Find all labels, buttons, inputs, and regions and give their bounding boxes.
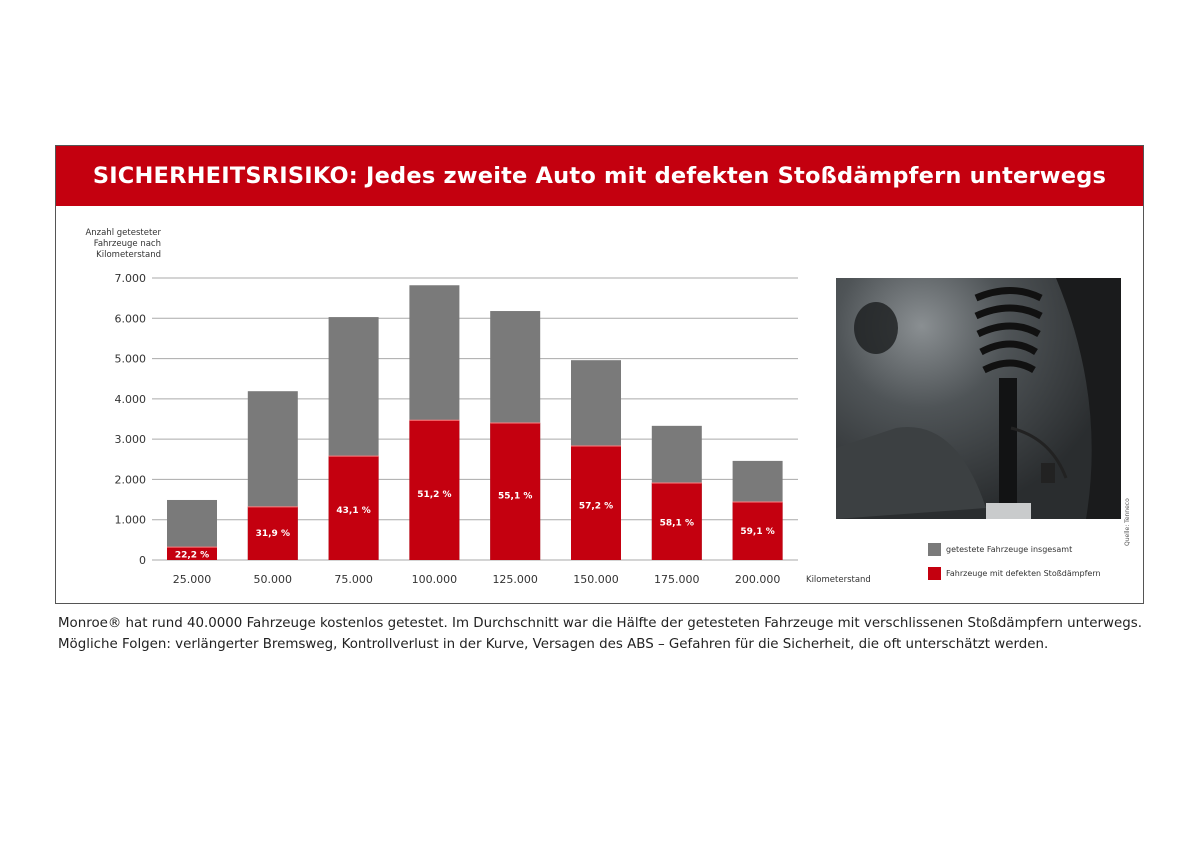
data-label: 59,1 %	[740, 527, 774, 537]
y-tick-label: 6.000	[115, 312, 147, 325]
bar-defect	[571, 445, 621, 560]
chart-title: SICHERHEITSRISIKO: Jedes zweite Auto mit…	[56, 146, 1143, 206]
data-label: 43,1 %	[336, 506, 370, 516]
y-tick-label: 2.000	[115, 473, 147, 486]
y-tick-label: 5.000	[115, 353, 147, 366]
y-tick-label: 1.000	[115, 514, 147, 527]
bar-chart: 0 1.000 2.000 3.000 4.000 5.000 6.000 7.000 22,2…	[115, 272, 871, 586]
legend-label: Fahrzeuge mit defekten Stoßdämpfern	[946, 569, 1101, 578]
bar-defect	[490, 423, 541, 560]
infographic-frame: SICHERHEITSRISIKO: Jedes zweite Auto mit…	[55, 145, 1144, 604]
bar-defect	[328, 456, 379, 560]
x-tick-label: 150.000	[573, 573, 619, 586]
x-axis-label: Kilometerstand	[806, 575, 871, 585]
x-tick-label: 125.000	[492, 573, 538, 586]
bar-defect	[651, 483, 702, 560]
legend-item-total: getestete Fahrzeuge insgesamt	[928, 543, 1072, 556]
source-note: Quelle: Tenneco	[1124, 498, 1131, 546]
bar-defect	[732, 501, 783, 560]
y-tick-label: 4.000	[115, 393, 147, 406]
x-tick-label: 25.000	[173, 573, 212, 586]
x-tick-label: 200.000	[735, 573, 781, 586]
x-tick-label: 50.000	[254, 573, 292, 586]
y-tick-label: 3.000	[115, 433, 147, 446]
legend-swatch-red	[928, 567, 941, 580]
data-label: 55,1 %	[498, 491, 532, 501]
bar-defect	[409, 420, 460, 560]
bar-defect	[167, 547, 217, 560]
y-tick-label: 7.000	[115, 272, 147, 285]
legend-item-defect: Fahrzeuge mit defekten Stoßdämpfern	[928, 567, 1101, 580]
bar-defect	[247, 506, 298, 560]
data-label: 51,2 %	[417, 490, 451, 500]
x-tick-label: 100.000	[412, 573, 458, 586]
y-axis-label: Anzahl getesteter Fahrzeuge nach Kilomet…	[85, 228, 161, 260]
x-tick-label: 175.000	[654, 573, 700, 586]
caption-line-2: Mögliche Folgen: verlängerter Bremsweg, …	[58, 637, 1049, 652]
legend-label: getestete Fahrzeuge insgesamt	[946, 545, 1073, 554]
data-label: 58,1 %	[660, 518, 694, 528]
data-label: 31,9 %	[256, 529, 290, 539]
data-label: 57,2 %	[579, 502, 613, 512]
caption-line-1: Monroe® hat rund 40.0000 Fahrzeuge koste…	[58, 616, 1142, 631]
shock-absorber-photo	[836, 278, 1121, 519]
x-tick-label: 75.000	[334, 573, 373, 586]
legend-swatch-gray	[928, 543, 941, 556]
data-label: 22,2 %	[175, 551, 209, 561]
y-tick-label: 0	[139, 554, 146, 567]
